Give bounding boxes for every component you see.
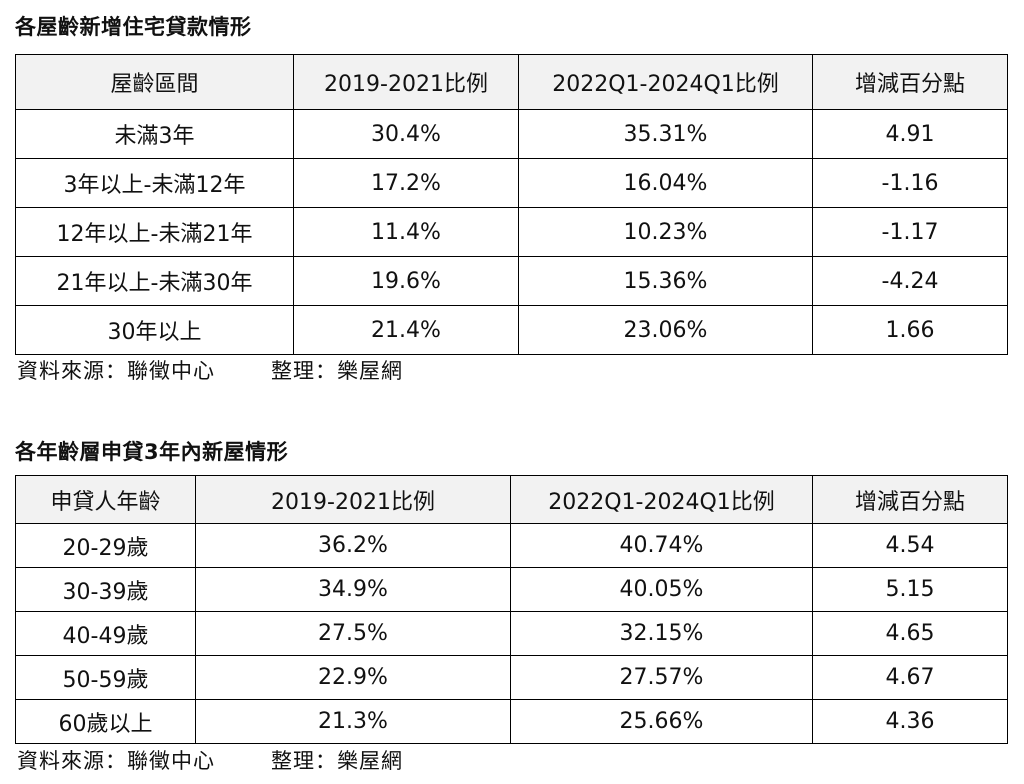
ratio-2019-2021: 30.4%	[293, 109, 519, 159]
row-label: 60歲以上	[15, 699, 196, 744]
ratio-2022-2024: 25.66%	[510, 699, 813, 744]
column-header-2019-2021-ratio: 2019-2021比例	[195, 475, 511, 524]
column-header-2022-2024-ratio: 2022Q1-2024Q1比例	[518, 54, 813, 110]
table-row: 30-39歲 34.9% 40.05% 5.15	[15, 567, 1008, 612]
change-points: 4.65	[812, 611, 1008, 656]
table2-title: 各年齡層申貸3年內新屋情形	[15, 440, 289, 464]
ratio-2019-2021: 36.2%	[195, 523, 511, 568]
column-header-borrower-age: 申貸人年齡	[15, 475, 196, 524]
ratio-2022-2024: 40.05%	[510, 567, 813, 612]
table-row: 未滿3年 30.4% 35.31% 4.91	[15, 109, 1008, 159]
ratio-2022-2024: 16.04%	[518, 158, 813, 208]
table-row: 30年以上 21.4% 23.06% 1.66	[15, 305, 1008, 355]
ratio-2022-2024: 32.15%	[510, 611, 813, 656]
table-row: 20-29歲 36.2% 40.74% 4.54	[15, 523, 1008, 568]
row-label: 30年以上	[15, 305, 294, 355]
table1-title: 各屋齡新增住宅貸款情形	[15, 15, 252, 39]
row-label: 12年以上-未滿21年	[15, 207, 294, 257]
ratio-2022-2024: 40.74%	[510, 523, 813, 568]
change-points: -1.17	[812, 207, 1008, 257]
house-age-loan-table: 屋齡區間 2019-2021比例 2022Q1-2024Q1比例 增減百分點 未…	[15, 54, 1008, 355]
ratio-2019-2021: 22.9%	[195, 655, 511, 700]
ratio-2019-2021: 11.4%	[293, 207, 519, 257]
table2-source-note: 資料來源：聯徵中心 整理：樂屋網	[17, 746, 403, 776]
change-points: 1.66	[812, 305, 1008, 355]
ratio-2019-2021: 21.3%	[195, 699, 511, 744]
table-header-row: 屋齡區間 2019-2021比例 2022Q1-2024Q1比例 增減百分點	[15, 54, 1008, 110]
table-row: 3年以上-未滿12年 17.2% 16.04% -1.16	[15, 158, 1008, 208]
row-label: 40-49歲	[15, 611, 196, 656]
ratio-2022-2024: 35.31%	[518, 109, 813, 159]
ratio-2019-2021: 17.2%	[293, 158, 519, 208]
column-header-house-age: 屋齡區間	[15, 54, 294, 110]
change-points: 4.54	[812, 523, 1008, 568]
ratio-2019-2021: 34.9%	[195, 567, 511, 612]
change-points: 4.67	[812, 655, 1008, 700]
source-label: 資料來源：聯徵中心	[17, 359, 215, 383]
row-label: 未滿3年	[15, 109, 294, 159]
table-row: 50-59歲 22.9% 27.57% 4.67	[15, 655, 1008, 700]
table1-source-note: 資料來源：聯徵中心 整理：樂屋網	[17, 356, 403, 386]
ratio-2019-2021: 19.6%	[293, 256, 519, 306]
change-points: 4.91	[812, 109, 1008, 159]
ratio-2022-2024: 15.36%	[518, 256, 813, 306]
table-row: 60歲以上 21.3% 25.66% 4.36	[15, 699, 1008, 744]
table-row: 21年以上-未滿30年 19.6% 15.36% -4.24	[15, 256, 1008, 306]
ratio-2022-2024: 23.06%	[518, 305, 813, 355]
compiled-by-label: 整理：樂屋網	[271, 749, 403, 773]
row-label: 3年以上-未滿12年	[15, 158, 294, 208]
row-label: 20-29歲	[15, 523, 196, 568]
column-header-2019-2021-ratio: 2019-2021比例	[293, 54, 519, 110]
change-points: -4.24	[812, 256, 1008, 306]
table-row: 12年以上-未滿21年 11.4% 10.23% -1.17	[15, 207, 1008, 257]
ratio-2022-2024: 10.23%	[518, 207, 813, 257]
row-label: 50-59歲	[15, 655, 196, 700]
column-header-2022-2024-ratio: 2022Q1-2024Q1比例	[510, 475, 813, 524]
source-label: 資料來源：聯徵中心	[17, 749, 215, 773]
change-points: -1.16	[812, 158, 1008, 208]
table-row: 40-49歲 27.5% 32.15% 4.65	[15, 611, 1008, 656]
change-points: 4.36	[812, 699, 1008, 744]
row-label: 30-39歲	[15, 567, 196, 612]
borrower-age-new-house-table: 申貸人年齡 2019-2021比例 2022Q1-2024Q1比例 增減百分點 …	[15, 475, 1008, 744]
ratio-2019-2021: 21.4%	[293, 305, 519, 355]
ratio-2019-2021: 27.5%	[195, 611, 511, 656]
change-points: 5.15	[812, 567, 1008, 612]
ratio-2022-2024: 27.57%	[510, 655, 813, 700]
compiled-by-label: 整理：樂屋網	[271, 359, 403, 383]
column-header-change-points: 增減百分點	[812, 475, 1008, 524]
column-header-change-points: 增減百分點	[812, 54, 1008, 110]
table-header-row: 申貸人年齡 2019-2021比例 2022Q1-2024Q1比例 增減百分點	[15, 475, 1008, 524]
row-label: 21年以上-未滿30年	[15, 256, 294, 306]
